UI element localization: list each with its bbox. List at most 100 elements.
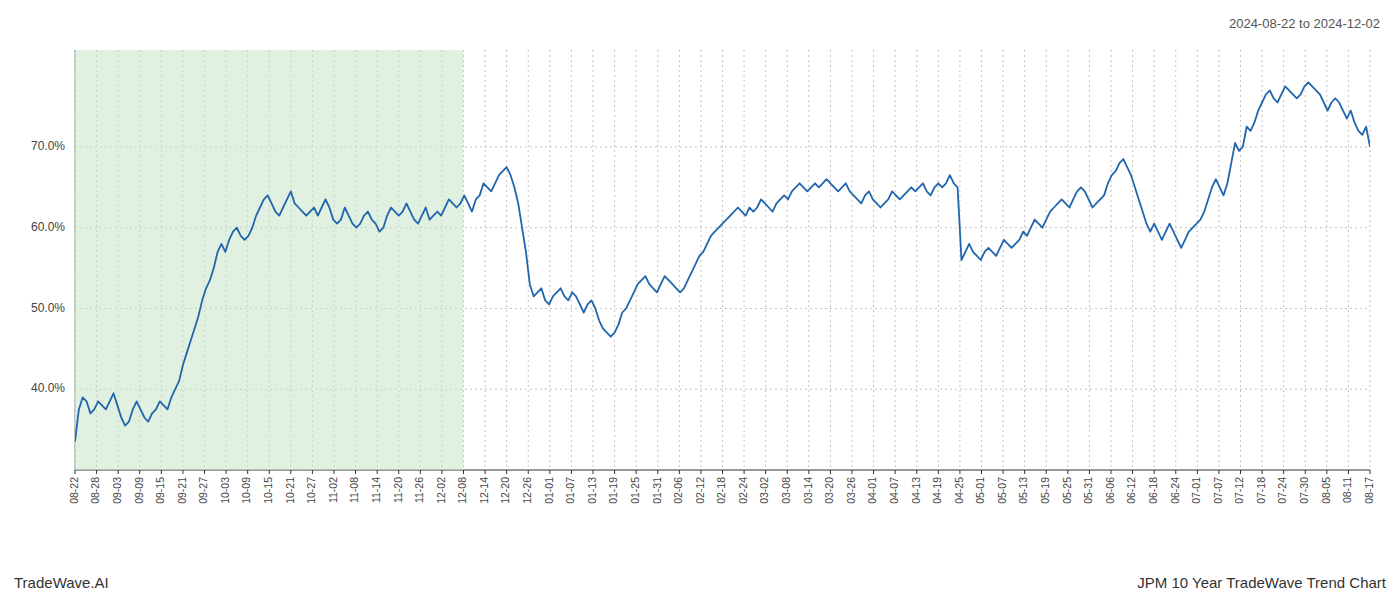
x-grid-line bbox=[549, 50, 550, 470]
title: JPM 10 Year TradeWave Trend Chart bbox=[1137, 574, 1387, 591]
x-tick-label: 08-17 bbox=[1363, 477, 1375, 504]
x-tick-label: 11-14 bbox=[370, 477, 382, 503]
x-tick-label: 04-13 bbox=[910, 477, 922, 504]
chart: 40.0%50.0%60.0%70.0%08-2208-2809-0309-09… bbox=[0, 0, 1400, 600]
x-tick-label: 07-01 bbox=[1190, 477, 1202, 504]
x-grid-line bbox=[959, 50, 960, 470]
x-tick-label: 11-26 bbox=[413, 477, 425, 503]
x-tick-label: 05-07 bbox=[996, 477, 1008, 504]
x-tick-label: 05-13 bbox=[1017, 477, 1029, 504]
x-tick-label: 03-02 bbox=[758, 477, 770, 504]
x-tick-label: 09-21 bbox=[176, 477, 188, 504]
x-grid-line bbox=[1305, 50, 1306, 470]
x-tick-label: 02-18 bbox=[715, 477, 727, 504]
x-tick-label: 09-27 bbox=[197, 477, 209, 504]
x-grid-line bbox=[1024, 50, 1025, 470]
axes: 40.0%50.0%60.0%70.0%08-2208-2809-0309-09… bbox=[31, 50, 1375, 504]
x-tick-label: 10-15 bbox=[262, 477, 274, 504]
x-tick-label: 05-31 bbox=[1082, 477, 1094, 504]
x-grid-line bbox=[1326, 50, 1327, 470]
x-tick-label: 05-25 bbox=[1061, 477, 1073, 504]
x-tick-label: 12-20 bbox=[499, 477, 511, 504]
x-tick-label: 02-24 bbox=[737, 477, 749, 504]
x-tick-label: 05-01 bbox=[974, 477, 986, 504]
x-grid-line bbox=[938, 50, 939, 470]
y-tick-label: 50.0% bbox=[31, 301, 65, 315]
x-grid-line bbox=[1175, 50, 1176, 470]
y-tick-label: 70.0% bbox=[31, 139, 65, 153]
x-tick-label: 11-02 bbox=[327, 477, 339, 503]
x-grid-line bbox=[765, 50, 766, 470]
grid bbox=[75, 50, 1370, 470]
plot-area bbox=[75, 50, 1370, 470]
x-tick-label: 06-24 bbox=[1169, 477, 1181, 504]
x-tick-label: 09-15 bbox=[154, 477, 166, 504]
subtitle: 2024-08-22 to 2024-12-02 bbox=[1229, 16, 1380, 31]
x-tick-label: 01-01 bbox=[543, 477, 555, 504]
x-tick-label: 12-02 bbox=[435, 477, 447, 504]
x-tick-label: 06-18 bbox=[1147, 477, 1159, 504]
x-grid-line bbox=[744, 50, 745, 470]
x-tick-label: 04-25 bbox=[953, 477, 965, 504]
x-tick-label: 10-03 bbox=[219, 477, 231, 504]
x-grid-line bbox=[1046, 50, 1047, 470]
x-grid-line bbox=[1370, 50, 1371, 470]
x-tick-label: 02-06 bbox=[672, 477, 684, 504]
x-grid-line bbox=[1197, 50, 1198, 470]
x-grid-line bbox=[636, 50, 637, 470]
x-grid-line bbox=[1132, 50, 1133, 470]
x-tick-label: 08-11 bbox=[1341, 477, 1353, 503]
x-grid-line bbox=[916, 50, 917, 470]
line bbox=[75, 82, 1370, 441]
x-tick-label: 05-19 bbox=[1039, 477, 1051, 504]
annotation: TradeWave.AI bbox=[14, 574, 109, 591]
x-tick-label: 02-12 bbox=[694, 477, 706, 504]
x-grid-line bbox=[571, 50, 572, 470]
x-grid-line bbox=[679, 50, 680, 470]
x-tick-label: 09-03 bbox=[111, 477, 123, 504]
x-grid-line bbox=[700, 50, 701, 470]
x-grid-line bbox=[830, 50, 831, 470]
y-tick-label: 60.0% bbox=[31, 220, 65, 234]
x-tick-label: 12-14 bbox=[478, 477, 490, 504]
x-grid-line bbox=[808, 50, 809, 470]
x-tick-label: 03-14 bbox=[802, 477, 814, 504]
x-tick-label: 07-07 bbox=[1212, 477, 1224, 504]
x-grid-line bbox=[1067, 50, 1068, 470]
x-tick-label: 10-27 bbox=[305, 477, 317, 504]
x-grid-line bbox=[895, 50, 896, 470]
x-tick-label: 04-07 bbox=[888, 477, 900, 504]
x-grid-line bbox=[873, 50, 874, 470]
x-tick-label: 01-07 bbox=[564, 477, 576, 504]
x-tick-label: 06-06 bbox=[1104, 477, 1116, 504]
x-tick-label: 01-13 bbox=[586, 477, 598, 504]
x-tick-label: 04-01 bbox=[866, 477, 878, 504]
x-tick-label: 07-18 bbox=[1255, 477, 1267, 504]
x-tick-label: 01-19 bbox=[607, 477, 619, 504]
x-tick-label: 07-24 bbox=[1276, 477, 1288, 504]
x-tick-label: 07-30 bbox=[1298, 477, 1310, 504]
x-grid-line bbox=[722, 50, 723, 470]
x-tick-label: 08-05 bbox=[1320, 477, 1332, 504]
x-tick-label: 01-25 bbox=[629, 477, 641, 504]
x-tick-label: 03-26 bbox=[845, 477, 857, 504]
x-grid-line bbox=[1262, 50, 1263, 470]
x-grid-line bbox=[1218, 50, 1219, 470]
x-grid-line bbox=[1283, 50, 1284, 470]
x-grid-line bbox=[1154, 50, 1155, 470]
x-grid-line bbox=[506, 50, 507, 470]
x-tick-label: 03-20 bbox=[823, 477, 835, 504]
x-tick-label: 08-28 bbox=[89, 477, 101, 504]
x-grid-line bbox=[657, 50, 658, 470]
x-tick-label: 06-12 bbox=[1125, 477, 1137, 504]
x-tick-label: 11-20 bbox=[392, 477, 404, 503]
x-tick-label: 12-08 bbox=[456, 477, 468, 504]
x-tick-label: 12-26 bbox=[521, 477, 533, 504]
x-tick-label: 09-09 bbox=[133, 477, 145, 504]
x-grid-line bbox=[528, 50, 529, 470]
x-grid-line bbox=[1240, 50, 1241, 470]
x-tick-label: 07-12 bbox=[1233, 477, 1245, 504]
x-grid-line bbox=[593, 50, 594, 470]
x-tick-label: 08-22 bbox=[68, 477, 80, 504]
x-tick-label: 10-21 bbox=[284, 477, 296, 504]
